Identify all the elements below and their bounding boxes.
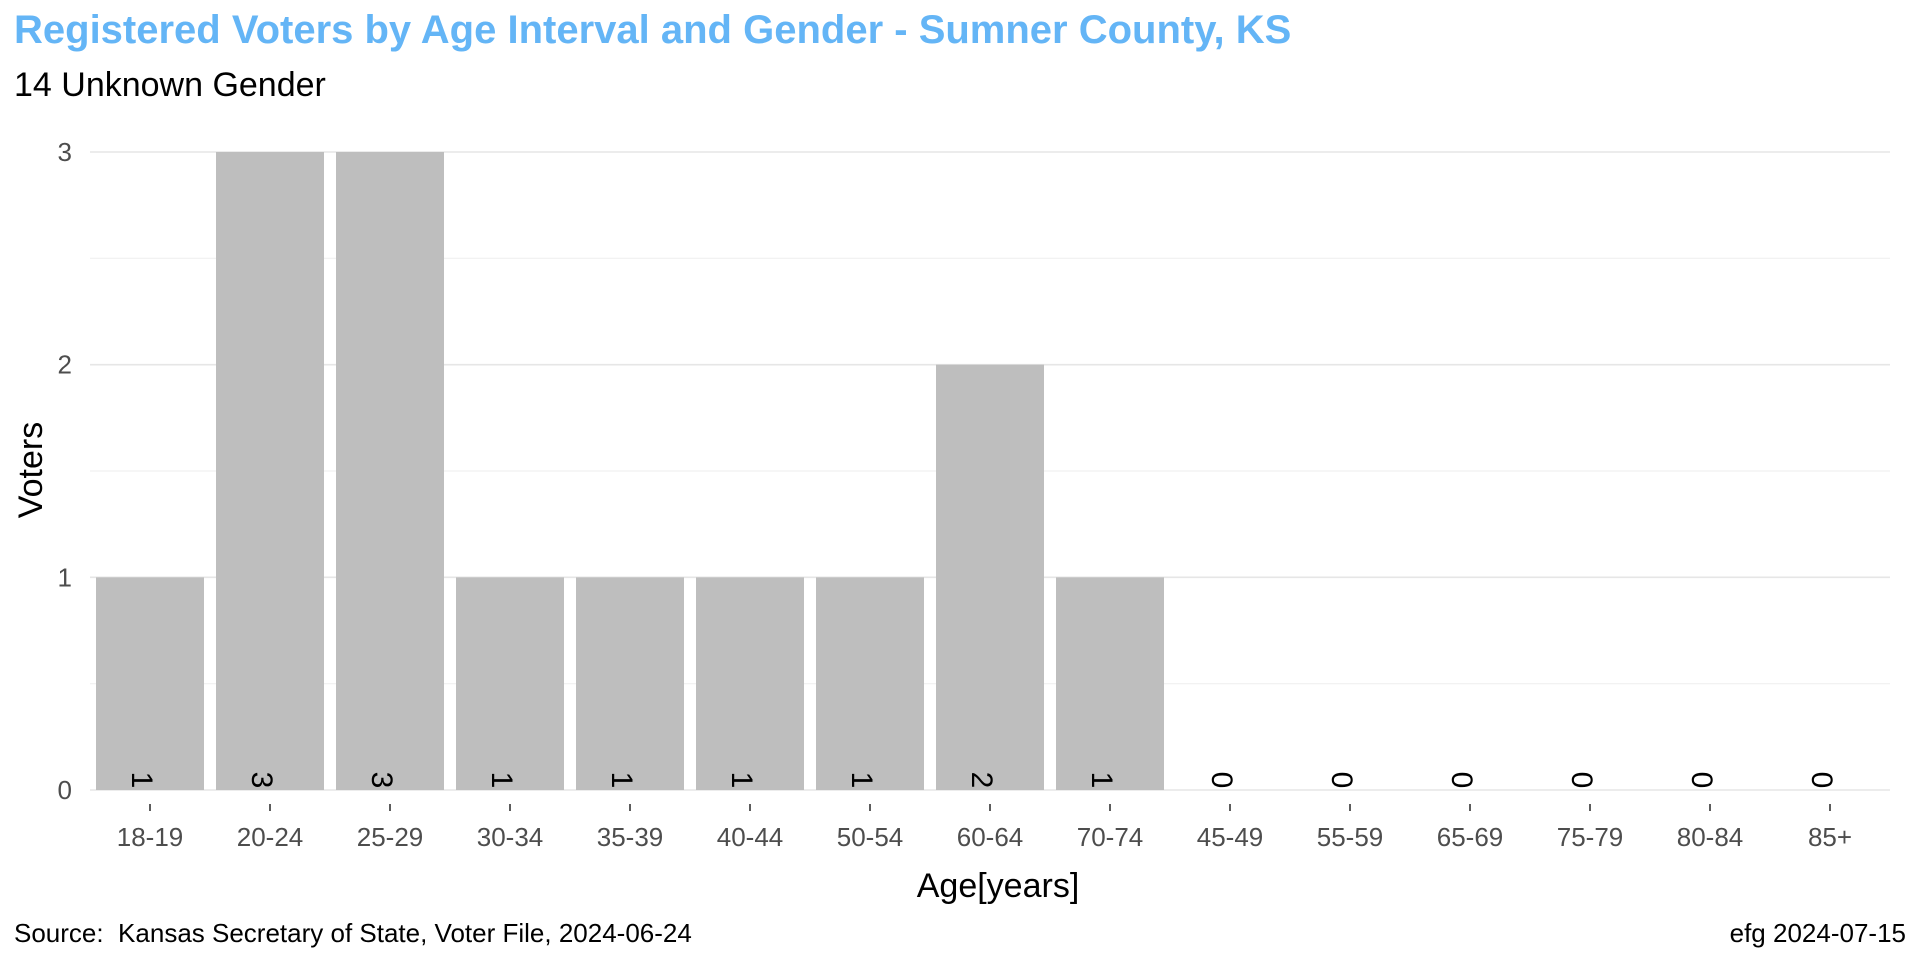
- bar: [456, 577, 564, 790]
- bar-value-label: 0: [1445, 772, 1478, 789]
- y-tick-label: 0: [58, 775, 72, 805]
- bar-value-label: 1: [125, 772, 158, 789]
- x-tick-label: 20-24: [237, 822, 304, 852]
- x-tick-label: 40-44: [717, 822, 784, 852]
- x-tick-label: 75-79: [1557, 822, 1624, 852]
- chart-subtitle: 14 Unknown Gender: [14, 66, 326, 104]
- bar: [1056, 577, 1164, 790]
- y-axis-ticks: 0 1 2 3: [58, 137, 72, 805]
- bar: [696, 577, 804, 790]
- x-tick-label: 80-84: [1677, 822, 1744, 852]
- x-tick-label: 45-49: [1197, 822, 1264, 852]
- x-tick-label: 18-19: [117, 822, 184, 852]
- bars: [96, 152, 1164, 790]
- bar: [816, 577, 924, 790]
- bar: [216, 152, 324, 790]
- x-tick-label: 60-64: [957, 822, 1024, 852]
- x-tick-label: 25-29: [357, 822, 424, 852]
- bar: [336, 152, 444, 790]
- bar-value-label: 3: [365, 772, 398, 789]
- x-tick-label: 50-54: [837, 822, 904, 852]
- bar-value-label: 0: [1805, 772, 1838, 789]
- x-tick-label: 70-74: [1077, 822, 1144, 852]
- bar-value-label: 0: [1565, 772, 1598, 789]
- y-tick-label: 2: [58, 350, 72, 380]
- source-caption: Source: Kansas Secretary of State, Voter…: [14, 918, 692, 948]
- bar-value-label: 1: [605, 772, 638, 789]
- author-caption: efg 2024-07-15: [1729, 918, 1906, 948]
- bar: [96, 577, 204, 790]
- bar-value-label: 0: [1325, 772, 1358, 789]
- chart-title: Registered Voters by Age Interval and Ge…: [14, 8, 1292, 52]
- bar-value-label: 0: [1685, 772, 1718, 789]
- x-tick-label: 55-59: [1317, 822, 1384, 852]
- x-tick-label: 30-34: [477, 822, 544, 852]
- y-tick-label: 1: [58, 562, 72, 592]
- x-tick-label: 65-69: [1437, 822, 1504, 852]
- x-tick-label: 85+: [1808, 822, 1852, 852]
- x-tick-label: 35-39: [597, 822, 664, 852]
- bar-value-label: 1: [845, 772, 878, 789]
- y-tick-label: 3: [58, 137, 72, 167]
- bar: [576, 577, 684, 790]
- bar-value-label: 2: [965, 772, 998, 789]
- y-axis-title: Voters: [12, 422, 50, 518]
- bar-value-label: 1: [485, 772, 518, 789]
- bar-value-label: 1: [725, 772, 758, 789]
- x-axis-ticks: 18-19 20-24 25-29 30-34 35-39 40-44 50-54 60-64…: [117, 804, 1852, 852]
- bar-labels: 1 3 3 1 1 1 1 2 1 0 0 0 0 0 0: [125, 772, 1838, 789]
- bar-value-label: 1: [1085, 772, 1118, 789]
- bar: [936, 364, 1044, 790]
- bar-value-label: 3: [245, 772, 278, 789]
- bar-value-label: 0: [1205, 772, 1238, 789]
- x-axis-title: Age[years]: [917, 867, 1080, 905]
